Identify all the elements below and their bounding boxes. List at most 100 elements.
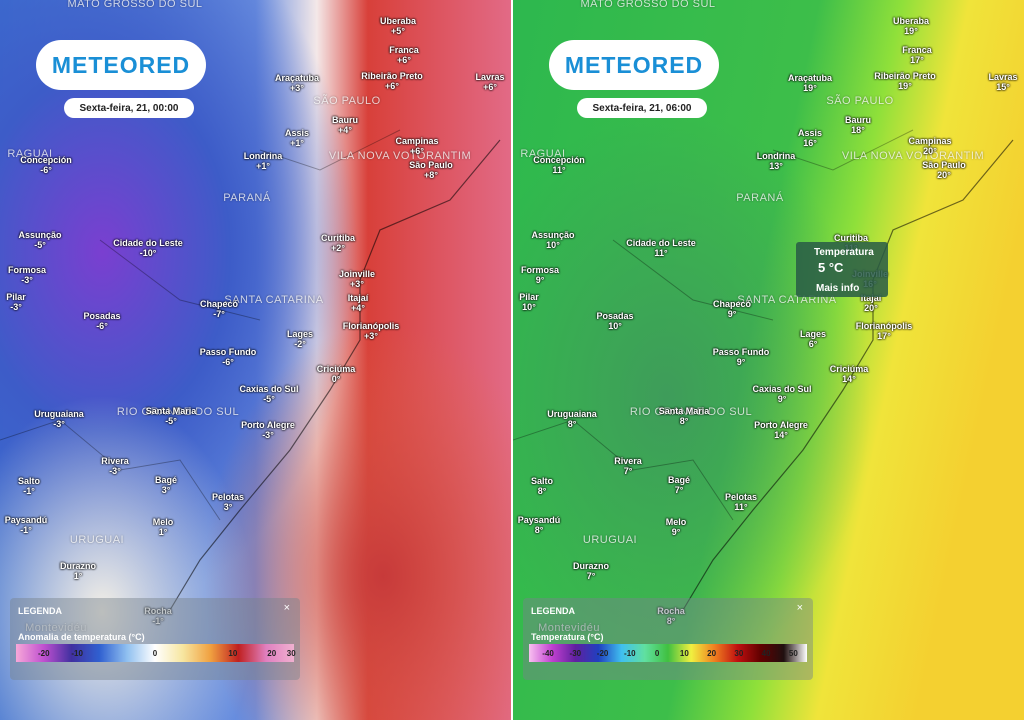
- city-marker: Assunção 10°: [531, 230, 574, 250]
- region-label: SÃO PAULO: [313, 95, 381, 107]
- city-name: Rocha: [144, 606, 172, 616]
- city-marker: Araçatuba 19°: [788, 73, 832, 93]
- city-value: +4°: [351, 303, 365, 313]
- city-name: Caxias do Sul: [752, 384, 812, 394]
- city-name: Formosa: [520, 265, 560, 275]
- city-marker: Paysandú 8°: [518, 515, 561, 535]
- info-popup: Temperatura 5 °C Mais info: [796, 242, 888, 297]
- city-name: Criciúma: [829, 364, 869, 374]
- city-name: Rivera: [614, 456, 642, 466]
- city-name: Melo: [152, 517, 174, 527]
- region-label: MATO GROSSO DO SUL: [67, 0, 203, 10]
- region-label: RAGUAI: [7, 148, 53, 160]
- city-value: +6°: [397, 55, 411, 65]
- city-name: Concepción: [533, 155, 585, 165]
- city-marker: Durazno 7°: [573, 561, 609, 581]
- city-name: Curitiba: [320, 233, 356, 243]
- city-value: 19°: [904, 26, 918, 36]
- scale-tick: 40: [761, 649, 771, 658]
- region-label: RIO GRANDE DO SUL: [116, 406, 240, 418]
- city-marker: Uruguaiana 8°: [547, 409, 597, 429]
- city-marker: Pilar -3°: [6, 292, 26, 312]
- datetime-label: Sexta-feira, 21, 06:00: [577, 98, 707, 118]
- city-value: -10°: [139, 248, 157, 258]
- city-name: Itajaí: [860, 293, 882, 303]
- region-label: PARANÁ: [736, 192, 784, 204]
- city-marker: Ribeirão Preto +6°: [361, 71, 423, 91]
- city-marker: Pelotas 3°: [212, 492, 244, 512]
- city-name: Assis: [284, 128, 310, 138]
- city-marker: Chapecó -7°: [200, 299, 238, 319]
- city-value: -5°: [263, 394, 275, 404]
- city-value: -6°: [222, 357, 234, 367]
- city-marker: Passo Fundo 9°: [713, 347, 770, 367]
- city-marker: Uberaba +5°: [380, 16, 416, 36]
- color-scale: [16, 644, 294, 662]
- legend: LEGENDA × Anomalia de temperatura (°C) -20 -…: [10, 598, 300, 680]
- popup-value: 5 °C: [818, 260, 844, 275]
- city-value: 13°: [769, 161, 783, 171]
- city-marker: Campinas 20°: [908, 136, 951, 156]
- city-name: Uruguaiana: [34, 409, 84, 419]
- city-marker: Criciúma 0°: [317, 364, 356, 384]
- city-name: Cidade do Leste: [626, 238, 696, 248]
- popup-link[interactable]: Mais info: [816, 283, 860, 294]
- legend-close[interactable]: ×: [796, 602, 803, 614]
- city-value: +5°: [391, 26, 405, 36]
- city-name: Chapecó: [199, 299, 239, 309]
- city-name: Joinville: [338, 269, 376, 279]
- city-name: São Paulo: [409, 160, 453, 170]
- city-marker: Rocha -1°: [144, 606, 172, 626]
- city-name: Passo Fundo: [712, 347, 770, 357]
- city-name: Londrina: [756, 151, 796, 161]
- city-marker: São Paulo +8°: [409, 160, 453, 180]
- city-marker: Araçatuba +3°: [275, 73, 319, 93]
- city-name: Bauru: [331, 115, 359, 125]
- city-name: Santa Maria: [658, 406, 710, 416]
- city-value: 10°: [608, 321, 622, 331]
- legend-subtitle: Anomalia de temperatura (°C): [18, 632, 145, 642]
- city-value: 8°: [534, 525, 544, 535]
- city-name: Caxias do Sul: [239, 384, 299, 394]
- city-value: 6°: [808, 339, 818, 349]
- city-value: +3°: [290, 83, 304, 93]
- city-name: Ribeirão Preto: [361, 71, 423, 81]
- city-value: -3°: [109, 466, 121, 476]
- scale-tick: 30: [734, 649, 744, 658]
- city-name: Formosa: [7, 265, 47, 275]
- city-marker: Franca +6°: [389, 45, 419, 65]
- region-label: Montevidéu: [538, 622, 600, 634]
- city-name: Campinas: [908, 136, 952, 146]
- region-label: SANTA CATARINA: [224, 294, 324, 306]
- city-name: Bagé: [667, 475, 691, 485]
- city-value: 10°: [546, 240, 560, 250]
- city-marker: Salto 8°: [531, 476, 553, 496]
- city-name: Pilar: [519, 292, 539, 302]
- city-name: Uruguaiana: [547, 409, 597, 419]
- region-label: MATO GROSSO DO SUL: [580, 0, 716, 10]
- city-value: 11°: [552, 165, 566, 175]
- region-label: VILA NOVA VOTORANTIM: [841, 150, 985, 162]
- city-name: Franca: [389, 45, 419, 55]
- scale-tick: -10: [624, 649, 636, 658]
- city-value: -3°: [262, 430, 274, 440]
- color-scale: [529, 644, 807, 662]
- city-marker: Florianópolis 17°: [856, 321, 913, 341]
- city-marker: Uruguaiana -3°: [34, 409, 84, 429]
- city-name: Melo: [665, 517, 687, 527]
- legend-close[interactable]: ×: [283, 602, 290, 614]
- city-marker: Bagé 3°: [155, 475, 177, 495]
- city-value: 7°: [623, 466, 633, 476]
- city-name: Lages: [286, 329, 314, 339]
- city-marker: Lavras 15°: [988, 72, 1017, 92]
- city-name: Bagé: [154, 475, 178, 485]
- city-name: Pilar: [6, 292, 26, 302]
- city-value: 20°: [937, 170, 951, 180]
- city-marker: Rivera 7°: [614, 456, 642, 476]
- city-value: +6°: [385, 81, 399, 91]
- city-value: +6°: [410, 146, 424, 156]
- city-value: 8°: [537, 486, 547, 496]
- city-marker: Lavras +6°: [475, 72, 504, 92]
- city-value: -2°: [294, 339, 306, 349]
- city-value: 17°: [910, 55, 924, 65]
